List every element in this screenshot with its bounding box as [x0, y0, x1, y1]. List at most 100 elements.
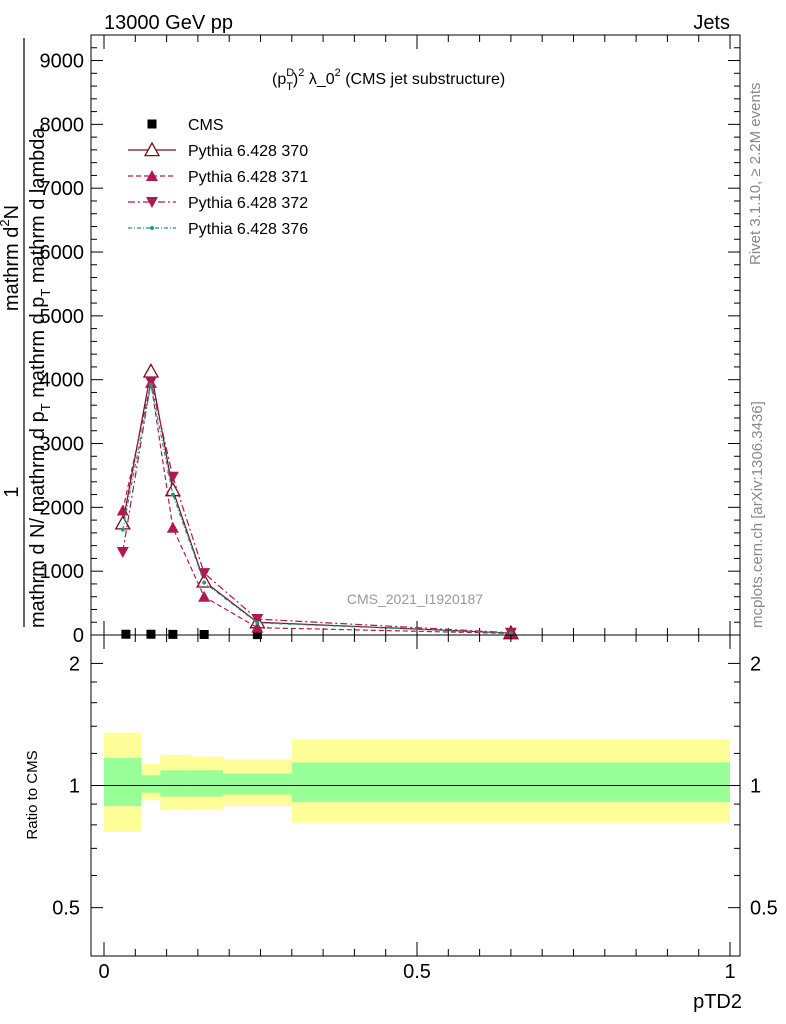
ratio-y-tick-label: 2: [69, 653, 80, 675]
legend-marker: [146, 197, 158, 208]
ratio-x-axis: 0 0.5 1: [98, 635, 736, 983]
ylabel-den4: mathrm d lambda: [27, 127, 49, 289]
main-x-ticks: [103, 35, 731, 635]
ratio-y-tick-label: 1: [69, 776, 80, 798]
ratio-bands: [104, 732, 730, 832]
ylabel-num-sup: 2: [0, 219, 12, 226]
ratio-y-tick-label-right: 2: [750, 653, 761, 675]
ylabel-numerator: mathrm d2N: [0, 205, 23, 311]
main-plot: 0 1000 2000 3000 4000 5000 6000 7000 8000 9000 (p…: [40, 34, 741, 647]
ylabel-den-sub: T: [38, 403, 53, 411]
title-exp2: 2: [298, 67, 304, 79]
header-right: Jets: [693, 12, 730, 34]
series-point: [170, 492, 175, 497]
series-point: [121, 629, 131, 639]
legend-marker: [143, 141, 161, 157]
series-point: [255, 620, 260, 625]
ylabel-den3: mathrm d p: [27, 297, 49, 404]
title-open: (p: [272, 71, 286, 88]
series-point: [120, 527, 125, 532]
x-tick-label: 0: [98, 961, 109, 983]
legend-entry: CMS: [147, 117, 224, 134]
main-y-tick-label: 5000: [40, 306, 85, 328]
ylabel-denominator: mathrm d N/ mathrm d pT mathrm d pT math…: [27, 127, 53, 628]
title-exp: 2: [335, 67, 341, 79]
series-point: [168, 629, 178, 639]
ylabel-den3-sub: T: [38, 289, 53, 297]
series-point: [116, 504, 129, 516]
series-0: [121, 629, 262, 640]
series-point: [251, 614, 264, 626]
ratio-y-tick-label: 0.5: [52, 898, 80, 920]
ylabel-num2: N: [1, 205, 23, 219]
series-point: [202, 580, 207, 585]
legend-label: Pythia 6.428 371: [188, 169, 308, 186]
ylabel-one: 1: [1, 486, 23, 497]
series-4: [120, 382, 513, 636]
x-axis-label: pTD2: [693, 991, 742, 1013]
series-line: [122, 381, 511, 634]
series-point: [199, 629, 209, 639]
analysis-watermark: CMS_2021_I1920187: [347, 591, 483, 607]
rivet-label: Rivet 3.1.10, ≥ 2.2M events: [747, 83, 764, 266]
legend-marker: [146, 170, 158, 181]
series-point: [146, 629, 156, 639]
series-point: [198, 590, 211, 602]
title-tail: (CMS jet substructure): [341, 71, 505, 88]
stat-band: [104, 757, 142, 807]
x-tick-label: 1: [724, 961, 735, 983]
ratio-y-tick-label-right: 1: [750, 776, 761, 798]
title-close: ): [293, 71, 298, 88]
main-y-tick-label: 1000: [40, 561, 85, 583]
ratio-y-label: Ratio to CMS: [24, 750, 41, 839]
stat-band: [141, 775, 161, 793]
legend-marker: [147, 119, 157, 129]
series-line: [122, 382, 511, 635]
main-y-tick-label: 2000: [40, 497, 85, 519]
main-y-tick-label: 8000: [40, 114, 85, 136]
series-point: [251, 621, 264, 633]
main-y-label: 1 mathrm d2N mathrm d N/ mathrm d pT mat…: [0, 38, 53, 628]
mcplots-label: mcplots.cern.ch [arXiv:1306.3436]: [749, 401, 766, 628]
title-rest: λ_0: [304, 71, 334, 88]
x-tick-label: 0.5: [403, 961, 431, 983]
legend-entry: Pythia 6.428 372: [128, 195, 308, 212]
legend-marker: [150, 226, 154, 230]
ylabel-den2: / mathrm d p: [27, 411, 49, 523]
ratio-plot-frame: [90, 634, 741, 957]
legend: CMS Pythia 6.428 370 Pythia 6.428 371 Pythi…: [128, 117, 308, 238]
series-point: [148, 382, 153, 387]
main-y-tick-label: 3000: [40, 434, 85, 456]
legend-entry: Pythia 6.428 371: [128, 169, 308, 186]
title-sub-t: T: [286, 81, 293, 93]
stat-band: [222, 773, 292, 795]
series-point: [198, 568, 211, 580]
stat-band: [160, 770, 192, 797]
plot-title: (pD T)2 λ_02 (CMS jet substructure): [272, 67, 505, 93]
series-point: [166, 471, 179, 483]
series-point: [166, 521, 179, 533]
main-y-axis: 0 1000 2000 3000 4000 5000 6000 7000 8000 9000: [40, 34, 740, 647]
ratio-plot: 0.5 0.5 1 1 2 2 0 0.5 1 Ratio to CMS pTD2: [24, 634, 778, 1013]
main-y-tick-label: 4000: [40, 370, 85, 392]
ratio-y-axis: 0.5 0.5 1 1 2 2: [52, 653, 778, 919]
legend-entry: Pythia 6.428 370: [128, 141, 308, 160]
main-y-tick-label: 0: [73, 625, 84, 647]
main-y-tick-label: 6000: [40, 242, 85, 264]
legend-label: CMS: [188, 117, 224, 134]
main-y-tick-label: 7000: [40, 178, 85, 200]
main-y-tick-label: 9000: [40, 51, 85, 73]
main-series-layer: [114, 363, 520, 640]
legend-label: Pythia 6.428 370: [188, 143, 308, 160]
series-point: [116, 547, 129, 559]
legend-entry: Pythia 6.428 376: [128, 221, 308, 238]
stat-band: [291, 762, 730, 803]
series-line: [122, 384, 511, 634]
ylabel-num1: mathrm d: [1, 227, 23, 311]
legend-label: Pythia 6.428 376: [188, 221, 308, 238]
stat-band: [191, 770, 223, 797]
series-point: [144, 376, 157, 388]
series-point: [508, 631, 513, 636]
title-sup-d: D: [286, 67, 294, 79]
